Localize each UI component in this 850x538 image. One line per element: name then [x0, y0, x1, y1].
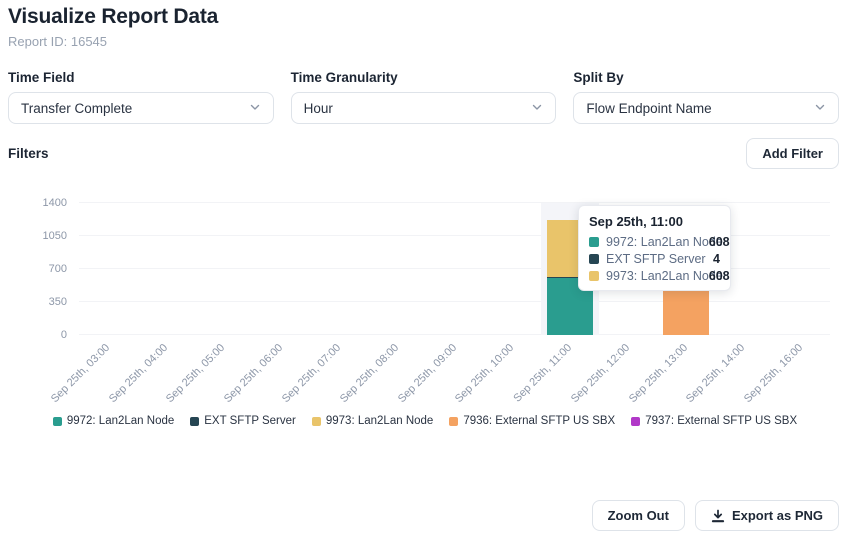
legend-label: 7936: External SFTP US SBX [463, 415, 616, 427]
zoom-out-button[interactable]: Zoom Out [591, 500, 685, 531]
chevron-down-icon [814, 101, 826, 116]
control-time-field: Time Field Transfer Complete [8, 70, 274, 124]
gridline [79, 334, 830, 335]
legend-item[interactable]: 7936: External SFTP US SBX [449, 415, 615, 427]
chart-legend: 9972: Lan2Lan Node EXT SFTP Server 9973: L… [0, 412, 850, 430]
time-field-label: Time Field [8, 70, 75, 85]
legend-item[interactable]: 9973: Lan2Lan Node [311, 415, 434, 427]
legend-item[interactable]: 7937: External SFTP US SBX [631, 415, 797, 427]
time-granularity-select[interactable]: Hour [290, 92, 557, 124]
y-axis-label: 1050 [42, 229, 67, 242]
tooltip-series-name: EXT SFTP Server [606, 252, 706, 266]
y-axis-label: 700 [48, 262, 67, 275]
legend-color-chip [190, 416, 200, 426]
tooltip-series-name: 9972: Lan2Lan Node [606, 235, 723, 249]
download-icon [711, 509, 725, 523]
control-split-by: Split By Flow Endpoint Name [573, 70, 839, 124]
tooltip-series-name: 9973: Lan2Lan Node [606, 269, 723, 283]
y-axis-label: 0 [60, 328, 67, 341]
category-slot[interactable] [252, 203, 310, 335]
legend-label: EXT SFTP Server [204, 415, 296, 427]
legend-label: 7937: External SFTP US SBX [645, 415, 798, 427]
tooltip-row: 9973: Lan2Lan Node 608 [589, 269, 730, 283]
chart-tooltip: Sep 25th, 11:00 9972: Lan2Lan Node 608 E… [578, 205, 731, 291]
time-field-select[interactable]: Transfer Complete [8, 92, 274, 124]
time-granularity-label: Time Granularity [290, 70, 398, 85]
gridline [79, 268, 830, 269]
tooltip-row: EXT SFTP Server 4 [589, 252, 720, 266]
export-png-label: Export as PNG [731, 508, 823, 523]
filters-row: Filters Add Filter [8, 138, 839, 169]
filters-label: Filters [8, 146, 49, 161]
y-axis-label: 1400 [42, 196, 67, 209]
chevron-down-icon [249, 101, 261, 116]
tooltip-row: 9972: Lan2Lan Node 608 [589, 235, 730, 249]
series-color-chip [589, 254, 599, 264]
legend-label: 9973: Lan2Lan Node [325, 415, 434, 427]
split-by-select[interactable]: Flow Endpoint Name [573, 92, 839, 124]
report-id: Report ID: 16545 [8, 34, 108, 49]
time-field-value: Transfer Complete [21, 100, 133, 116]
tooltip-title: Sep 25th, 11:00 [589, 214, 683, 229]
category-slot[interactable] [195, 203, 253, 335]
gridline [79, 235, 830, 236]
legend-color-chip [311, 416, 321, 426]
tooltip-series-value: 4 [713, 252, 720, 266]
page-title: Visualize Report Data [8, 5, 219, 28]
series-color-chip [589, 271, 599, 281]
gridline [79, 202, 830, 203]
category-slot[interactable] [483, 203, 541, 335]
series-color-chip [589, 237, 599, 247]
tooltip-series-value: 608 [708, 269, 730, 283]
chart: 0 350 700 1050 1400 Sep 25th, 03:00 Sep 25th,… [0, 190, 850, 435]
category-slot[interactable] [368, 203, 426, 335]
controls-row: Time Field Transfer Complete Time Granul… [8, 70, 839, 124]
add-filter-button[interactable]: Add Filter [746, 138, 839, 169]
export-png-button[interactable]: Export as PNG [694, 500, 839, 531]
y-axis: 0 350 700 1050 1400 [0, 197, 71, 341]
control-time-granularity: Time Granularity Hour [290, 70, 557, 124]
legend-item[interactable]: EXT SFTP Server [190, 415, 296, 427]
tooltip-series-value: 608 [708, 235, 730, 249]
split-by-label: Split By [573, 70, 624, 85]
legend-color-chip [52, 416, 62, 426]
gridline [79, 301, 830, 302]
legend-color-chip [631, 416, 641, 426]
legend-color-chip [449, 416, 459, 426]
category-slot[interactable] [426, 203, 484, 335]
split-by-value: Flow Endpoint Name [586, 100, 712, 116]
category-slot[interactable] [79, 203, 137, 335]
legend-item[interactable]: 9972: Lan2Lan Node [52, 415, 175, 427]
category-slot[interactable] [137, 203, 195, 335]
chevron-down-icon [531, 101, 543, 116]
y-axis-label: 350 [48, 295, 67, 308]
legend-label: 9972: Lan2Lan Node [66, 415, 175, 427]
page-header: Visualize Report Data Report ID: 16545 [8, 5, 218, 49]
time-granularity-value: Hour [303, 100, 333, 116]
footer-actions: Zoom Out Export as PNG [591, 500, 839, 531]
category-slot[interactable] [310, 203, 368, 335]
category-slot[interactable] [772, 203, 830, 335]
